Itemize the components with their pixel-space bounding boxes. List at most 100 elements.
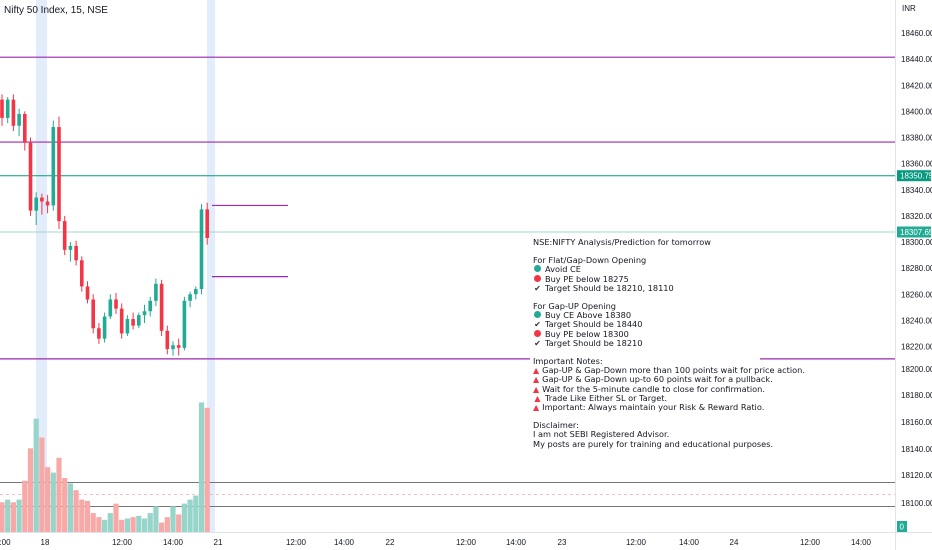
candle-body — [119, 308, 124, 334]
candle-body — [205, 209, 209, 239]
candle-body — [68, 245, 73, 250]
candle-body — [142, 311, 147, 316]
price-tick-label: 18420.00 — [901, 81, 932, 90]
volume-bar — [141, 518, 148, 532]
candle-body — [51, 127, 56, 206]
price-tick-label: 18300.00 — [901, 238, 932, 247]
gapup-item: ✔ Target Should be 18440 — [534, 319, 643, 330]
volume-bar — [79, 499, 85, 532]
time-tick-label: 12:00 — [286, 538, 307, 547]
price-tick-label: 18460.00 — [901, 29, 932, 38]
volume-bar — [16, 499, 22, 532]
candle-body — [194, 289, 198, 295]
flat-item: Buy PE below 18275 — [533, 274, 758, 284]
warning-icon: ▲ — [533, 366, 540, 376]
volume-tick-label: 18120.00 — [901, 471, 932, 480]
time-tick-label: 12:00 — [456, 538, 477, 547]
red-circle-icon — [533, 274, 542, 284]
time-axis: :00 18 12:00 14:00 21 12:00 14:00 22 12:00 14:00 2… — [0, 538, 872, 547]
disclaimer-line: I am not SEBI Registered Advisor. — [533, 429, 670, 440]
candle-body — [17, 113, 21, 126]
time-tick-label: 14:00 — [851, 538, 872, 547]
price-tick-label: 18440.00 — [901, 55, 932, 64]
important-item: ▲ Trade Like Either SL or Target. — [534, 392, 668, 403]
warning-icon: ▲ — [534, 393, 541, 403]
volume-bar — [5, 499, 11, 532]
important-title: Important Notes: — [533, 356, 603, 367]
important-item: ▲ Important: Always maintain your Risk & … — [533, 402, 765, 413]
chart-title: Nifty 50 Index, 15, NSE — [4, 5, 108, 16]
candle-body — [11, 99, 16, 126]
volume-bar — [45, 467, 51, 532]
volume-bar — [90, 513, 96, 532]
volume-bar — [113, 503, 119, 532]
analysis-note: NSE:NIFTY Analysis/Prediction for tomorr… — [531, 237, 805, 458]
volume-bar — [56, 457, 62, 532]
disclaimer-line: My posts are purely for training and edu… — [533, 438, 774, 449]
time-tick-label: 21 — [214, 538, 223, 547]
candle-body — [74, 245, 78, 261]
price-axis: 18220.00 18240.00 18260.00 18280.00 18300.00… — [901, 29, 932, 352]
volume-bar — [193, 495, 199, 532]
volume-bar — [96, 517, 102, 532]
candle-body — [40, 197, 44, 202]
gapup-item: Buy CE Above 18380 — [533, 311, 758, 320]
candle-body — [34, 197, 38, 211]
green-level-badge: 18350.75 — [897, 170, 932, 182]
green-circle-icon — [533, 311, 542, 320]
candle-body — [188, 294, 192, 301]
important-item: ▲ Wait for the 5-minute candle to close f… — [533, 383, 765, 394]
gapup-item: Buy PE below 18300 — [533, 329, 758, 339]
candle-body — [131, 319, 135, 326]
green-circle-icon — [533, 265, 542, 274]
horizontal-levels — [0, 56, 895, 507]
time-tick-label: 12:00 — [626, 538, 647, 547]
candle-body — [57, 127, 61, 222]
volume-bar — [124, 518, 130, 532]
candles — [0, 94, 209, 356]
time-tick-label: 14:00 — [679, 538, 700, 547]
warning-icon: ▲ — [533, 375, 540, 385]
candle-body — [23, 113, 27, 143]
candle-body — [91, 299, 95, 329]
volume-bar — [107, 513, 113, 532]
candle-body — [0, 99, 4, 118]
price-tick-label: 18240.00 — [901, 316, 932, 325]
important-item: ▲ Gap-UP & Gap-Down up-to 60 points wait … — [533, 374, 773, 385]
price-tick-label: 18260.00 — [901, 290, 932, 299]
gapup-title: For Gap-UP Opening — [533, 301, 616, 312]
candle-body — [199, 209, 204, 290]
volume-bar — [204, 407, 210, 532]
note-heading: NSE:NIFTY Analysis/Prediction for tomorr… — [533, 237, 711, 247]
candle-body — [137, 315, 141, 326]
volume-tick-label: 18200.00 — [901, 365, 932, 374]
candle-body — [148, 300, 152, 312]
last-price-badge: 18307.65 — [897, 226, 932, 238]
candle-body — [176, 345, 181, 348]
flat-title: For Flat/Gap-Down Opening — [533, 255, 647, 266]
volume-bar — [181, 503, 187, 532]
candle-body — [165, 330, 170, 350]
check-mark-icon: ✔ — [534, 338, 541, 348]
volume-bar — [164, 517, 170, 532]
time-tick-label: 14:00 — [163, 538, 184, 547]
session-band-left — [36, 0, 47, 532]
volume-bar — [22, 480, 28, 532]
volume-bar — [33, 418, 39, 532]
time-tick-label: 14:00 — [334, 538, 355, 547]
volume-tick-label: 18180.00 — [901, 391, 932, 400]
time-tick-label: 12:00 — [800, 538, 821, 547]
volume-bar — [136, 515, 142, 532]
time-tick-label: 24 — [730, 538, 739, 547]
volume-bar — [50, 472, 56, 532]
disclaimer-title: Disclaimer: — [533, 420, 579, 431]
candle-body — [45, 201, 50, 206]
session-band-right — [207, 0, 215, 532]
volume-zero-badge: 0 — [897, 521, 907, 532]
flat-item: ✔ Target Should be 18210, 18110 — [534, 282, 674, 293]
candle-body — [114, 299, 118, 309]
svg-text:18350.75: 18350.75 — [900, 172, 932, 181]
check-mark-icon: ✔ — [534, 283, 541, 293]
gapup-item: ✔ Target Should be 18210 — [534, 337, 643, 348]
